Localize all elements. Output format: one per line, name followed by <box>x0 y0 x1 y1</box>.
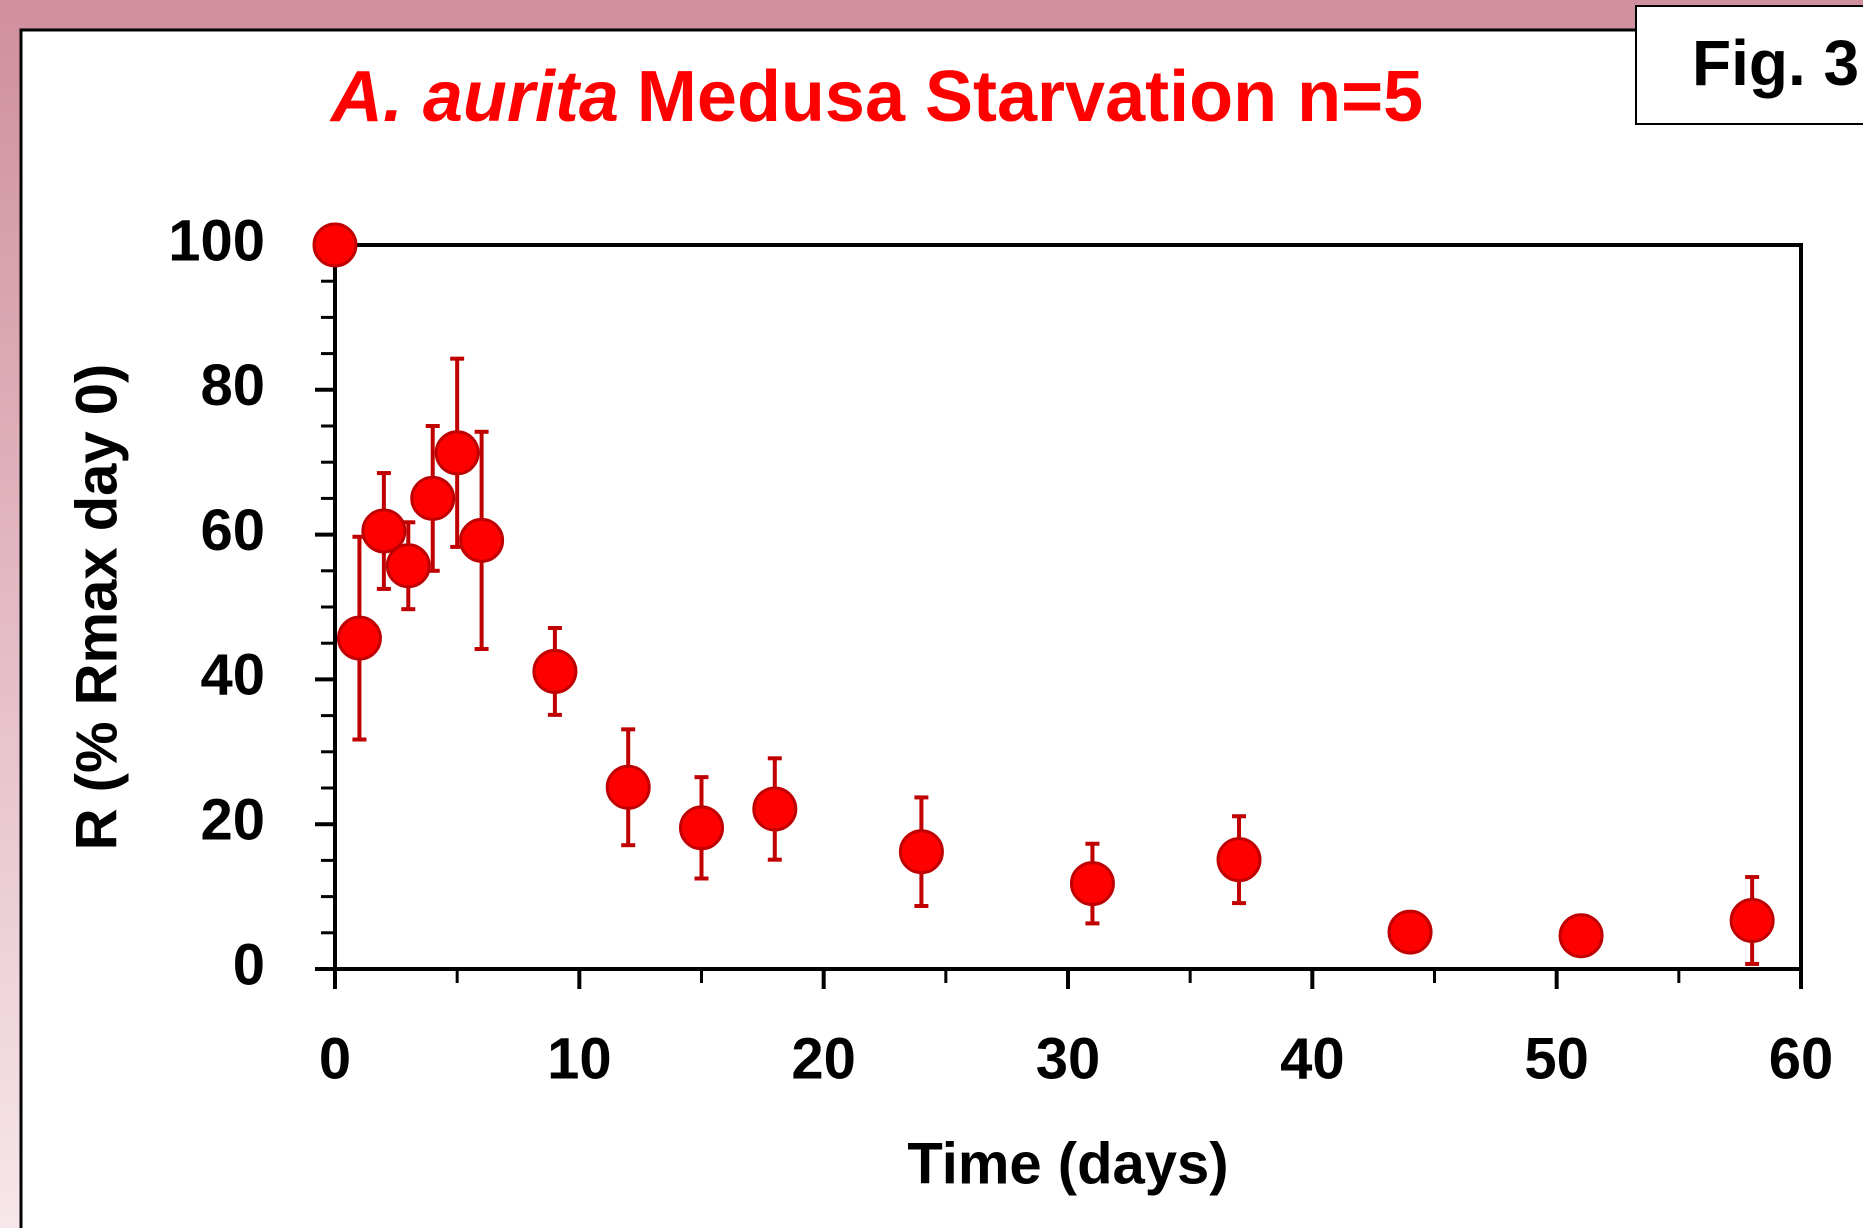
title-main: Medusa Starvation n=5 <box>637 57 1423 137</box>
data-point <box>361 508 407 554</box>
data-point <box>752 786 798 832</box>
fig-label: Fig. 3 <box>1692 27 1859 99</box>
data-point <box>385 543 431 589</box>
y-tick-label: 40 <box>200 643 265 708</box>
x-tick-label: 20 <box>791 1026 856 1091</box>
data-point <box>434 430 480 476</box>
y-tick-label: 60 <box>200 498 265 563</box>
data-point <box>336 615 382 661</box>
y-axis-title: R (% Rmax day 0) <box>64 364 129 851</box>
data-point <box>532 648 578 694</box>
title-italic: A. aurita <box>329 57 619 137</box>
x-tick-label: 10 <box>547 1026 612 1091</box>
data-point <box>410 475 456 521</box>
data-point <box>1069 861 1115 907</box>
y-tick-label: 100 <box>168 208 265 273</box>
x-tick-label: 40 <box>1280 1026 1345 1091</box>
fig-box <box>1635 5 1863 125</box>
x-tick-label: 0 <box>319 1026 351 1091</box>
y-tick-label: 0 <box>233 932 265 997</box>
x-axis-title: Time (days) <box>907 1131 1228 1196</box>
data-point <box>679 805 724 851</box>
data-point <box>1387 909 1433 955</box>
data-point <box>312 222 358 268</box>
x-tick-label: 60 <box>1769 1026 1834 1091</box>
x-tick-label: 30 <box>1036 1026 1101 1091</box>
data-point <box>898 829 944 875</box>
data-point <box>1216 837 1262 883</box>
y-tick-label: 20 <box>200 788 265 853</box>
data-point <box>605 764 651 810</box>
y-tick-label: 80 <box>200 353 265 418</box>
data-point <box>1558 913 1604 959</box>
data-point <box>459 517 505 563</box>
data-point <box>1729 897 1775 943</box>
chart-title: A. aurita Medusa Starvation n=5 <box>329 57 1423 137</box>
x-tick-label: 50 <box>1524 1026 1589 1091</box>
